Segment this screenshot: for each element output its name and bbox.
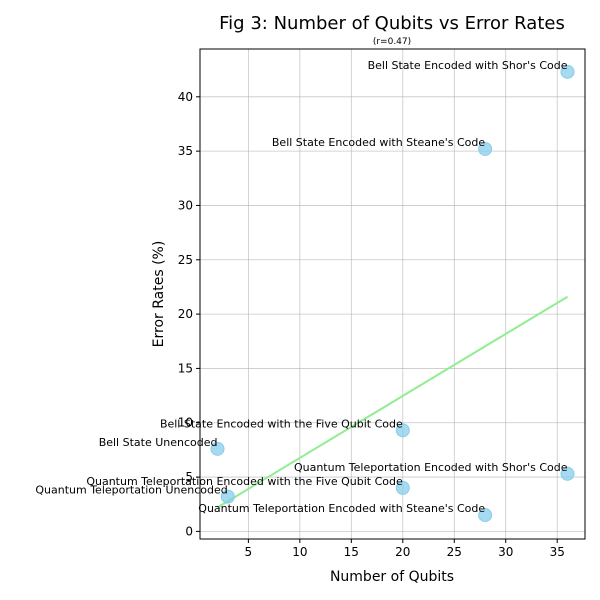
- chart-subtitle: (r=0.47): [373, 37, 411, 47]
- y-axis-ticks: 0 5 10 15 20 25 30 35 40: [178, 90, 200, 538]
- y-tick-label: 0: [185, 524, 193, 538]
- chart-title: Fig 3: Number of Qubits vs Error Rates: [219, 13, 565, 34]
- x-tick-label: 25: [447, 545, 462, 559]
- x-tick-label: 30: [498, 545, 513, 559]
- trendline-group: [216, 295, 569, 509]
- data-point: [220, 489, 235, 504]
- point-label: Bell State Encoded with Steane's Code: [272, 136, 485, 149]
- y-tick-label: 15: [178, 361, 193, 375]
- point-label: Quantum Teleportation Encoded with Shor'…: [294, 461, 568, 474]
- y-tick-label: 30: [178, 198, 193, 212]
- point-label: Quantum Teleportation Encoded with Stean…: [198, 502, 485, 515]
- trendline: [216, 295, 569, 509]
- x-tick-label: 20: [395, 545, 410, 559]
- data-point: [478, 141, 493, 156]
- data-point: [560, 64, 575, 79]
- data-point: [478, 508, 493, 523]
- points-group: [210, 64, 575, 523]
- data-point: [560, 466, 575, 481]
- x-tick-label: 35: [550, 545, 565, 559]
- point-label: Bell State Unencoded: [99, 436, 218, 449]
- y-tick-label: 10: [178, 416, 193, 430]
- point-label: Bell State Encoded with Shor's Code: [368, 59, 568, 72]
- x-tick-label: 15: [344, 545, 359, 559]
- y-tick-label: 35: [178, 144, 193, 158]
- plot-frame: [199, 48, 586, 540]
- data-point: [210, 441, 225, 456]
- point-label: Quantum Teleportation Encoded with the F…: [86, 475, 403, 488]
- x-tick-label: 5: [245, 545, 253, 559]
- x-tick-label: 10: [292, 545, 307, 559]
- data-point: [395, 480, 410, 495]
- grid-lines: [200, 49, 585, 539]
- x-axis-ticks: 5 10 15 20 25 30 35: [245, 539, 565, 559]
- x-axis-label: Number of Qubits: [330, 569, 454, 585]
- y-tick-label: 5: [185, 470, 193, 484]
- y-tick-label: 25: [178, 253, 193, 267]
- point-labels-group: Bell State Encoded with Shor's Code Bell …: [35, 59, 567, 515]
- y-axis-label: Error Rates (%): [151, 241, 167, 348]
- point-label: Bell State Encoded with the Five Qubit C…: [160, 417, 403, 430]
- data-point: [395, 423, 410, 438]
- y-tick-label: 40: [178, 90, 193, 104]
- y-tick-label: 20: [178, 307, 193, 321]
- point-label: Quantum Teleportation Unencoded: [35, 484, 227, 497]
